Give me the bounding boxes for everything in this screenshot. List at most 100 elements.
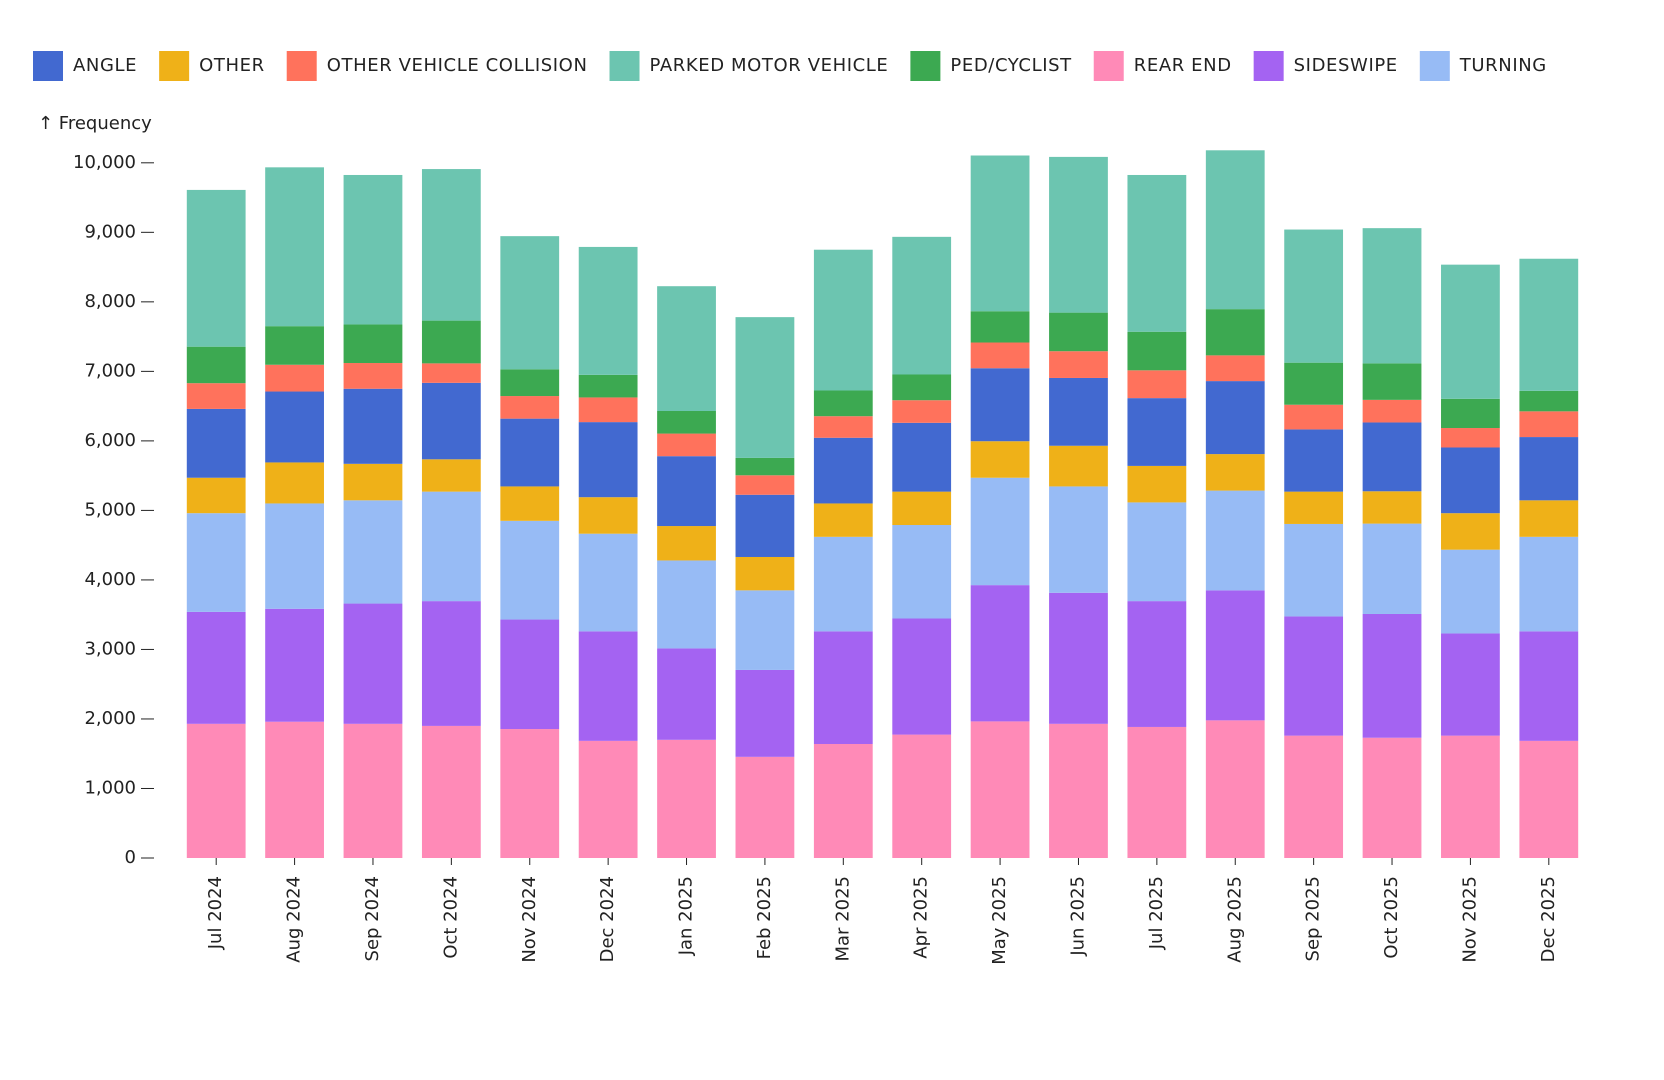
bar-segment [265,608,324,722]
y-tick-label: 1,000 [84,777,136,798]
bar-segment [1519,258,1579,391]
bar-segment [735,494,795,557]
x-tick-label: Nov 2024 [519,876,540,963]
bar-segment [343,603,403,724]
bar-segment [1127,331,1187,371]
bar-segment [343,324,403,364]
bar-segment [892,491,952,526]
bar-segment [1441,398,1500,429]
bar-segment [1441,549,1500,634]
bar-segment [657,648,716,740]
bar-segment [500,729,560,858]
bar-segment [1362,523,1422,614]
legend-swatch [159,51,190,81]
bar-segment [578,246,638,375]
legend-swatch [609,51,640,81]
legend-label: OTHER VEHICLE COLLISION [327,55,588,76]
bar-segment [265,326,324,365]
bar-segment [970,155,1030,312]
bar-segment [970,721,1030,858]
bar-segment [421,459,481,492]
bar-segment [892,618,952,735]
bar-segment [1284,523,1344,617]
bar-segment [813,743,873,858]
bar-segment [1127,502,1187,602]
bar-segment [1049,351,1108,378]
bar-segment [1519,437,1579,501]
bar-segment [186,408,246,478]
bar-segment [892,374,952,401]
bar-segment [1519,390,1579,412]
bar-segment [1205,720,1265,858]
legend-label: SIDESWIPE [1294,55,1398,76]
bar-segment [735,457,795,476]
bar-segment [735,317,795,458]
y-tick-label: 10,000 [73,152,136,173]
bar-segment [657,526,716,561]
bar-segment [892,400,952,423]
bar-segment [578,374,638,398]
x-tick-label: Nov 2025 [1459,876,1480,963]
x-tick-label: Mar 2025 [832,876,853,962]
bar-segment [578,422,638,498]
bar-segment [1049,312,1108,352]
y-tick-label: 0 [125,847,136,868]
bar-segment [1519,740,1579,858]
bar-segment [1049,723,1108,858]
legend-swatch [1093,51,1124,81]
y-tick-label: 3,000 [84,638,136,659]
bar-segment [1205,454,1265,491]
bar-segment [813,390,873,417]
x-tick-label: Dec 2024 [597,876,618,962]
bar-segment [186,383,246,409]
bar-segment [1127,465,1187,503]
bar-segment [343,500,403,604]
x-tick-label: Oct 2025 [1381,876,1402,959]
bar-segment [657,286,716,411]
legend-label: OTHER [199,55,265,76]
bar-segment [500,520,560,620]
bar-segment [735,669,795,757]
bar-segment [343,174,403,325]
bar-segment [892,525,952,619]
bar-segment [1127,726,1187,858]
bar-segment [500,418,560,487]
bar-segment [1049,486,1108,593]
x-tick-label: Aug 2024 [284,876,305,963]
bar-segment [813,503,873,537]
bar-segment [1284,491,1344,524]
x-tick-label: Sep 2024 [362,876,383,961]
y-tick-label: 9,000 [84,221,136,242]
legend-swatch [910,51,941,81]
bar-segment [1441,513,1500,550]
bar-segment [500,396,560,419]
bar-segment [500,236,560,370]
bar-segment [1205,150,1265,310]
bar-segment [657,560,716,649]
bar-segment [343,388,403,464]
bar-segment [1284,735,1344,858]
bar-segment [1362,399,1422,423]
y-tick-label: 7,000 [84,360,136,381]
bar-segment [500,486,560,521]
bar-segment [1362,363,1422,400]
bar-segment [421,169,481,321]
legend-label: PED/CYCLIST [950,55,1072,76]
bar-segment [421,491,481,602]
bar-segment [970,368,1030,442]
bar-segment [343,363,403,389]
bar-segment [735,475,795,495]
bar-segment [1441,428,1500,448]
x-tick-label: Jun 2025 [1067,876,1088,957]
y-axis-label: ↑ Frequency [38,113,152,134]
bar-segment [186,611,246,724]
bar-segment [1519,631,1579,741]
bar-segment [970,585,1030,722]
bar-segment [657,433,716,457]
bar-segment [657,456,716,527]
bar-segment [1441,264,1500,399]
bar-segment [892,236,952,375]
bar-segment [1519,500,1579,537]
x-tick-label: Jan 2025 [676,876,697,956]
